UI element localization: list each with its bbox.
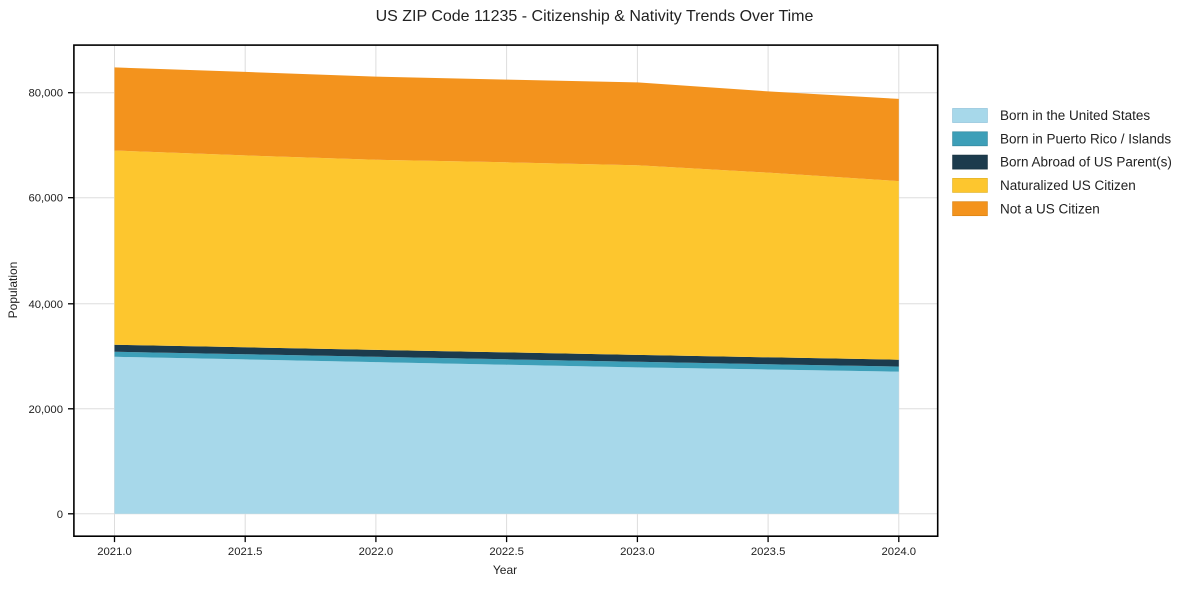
svg-text:Born in the United States: Born in the United States	[1000, 108, 1150, 123]
svg-text:2022.0: 2022.0	[359, 546, 394, 558]
svg-text:2023.5: 2023.5	[751, 546, 786, 558]
svg-text:Born in Puerto Rico / Islands: Born in Puerto Rico / Islands	[1000, 131, 1171, 146]
svg-text:2021.5: 2021.5	[228, 546, 263, 558]
svg-text:20,000: 20,000	[28, 404, 63, 416]
svg-text:Naturalized US Citizen: Naturalized US Citizen	[1000, 178, 1136, 193]
svg-text:60,000: 60,000	[28, 193, 63, 205]
svg-text:2021.0: 2021.0	[97, 546, 132, 558]
svg-text:2024.0: 2024.0	[882, 546, 917, 558]
svg-text:Not a US Citizen: Not a US Citizen	[1000, 201, 1100, 216]
svg-text:40,000: 40,000	[28, 299, 63, 311]
svg-text:80,000: 80,000	[28, 88, 63, 100]
svg-text:2023.0: 2023.0	[620, 546, 655, 558]
svg-text:Born Abroad of US Parent(s): Born Abroad of US Parent(s)	[1000, 155, 1172, 170]
svg-text:2022.5: 2022.5	[489, 546, 524, 558]
svg-text:0: 0	[57, 509, 63, 521]
